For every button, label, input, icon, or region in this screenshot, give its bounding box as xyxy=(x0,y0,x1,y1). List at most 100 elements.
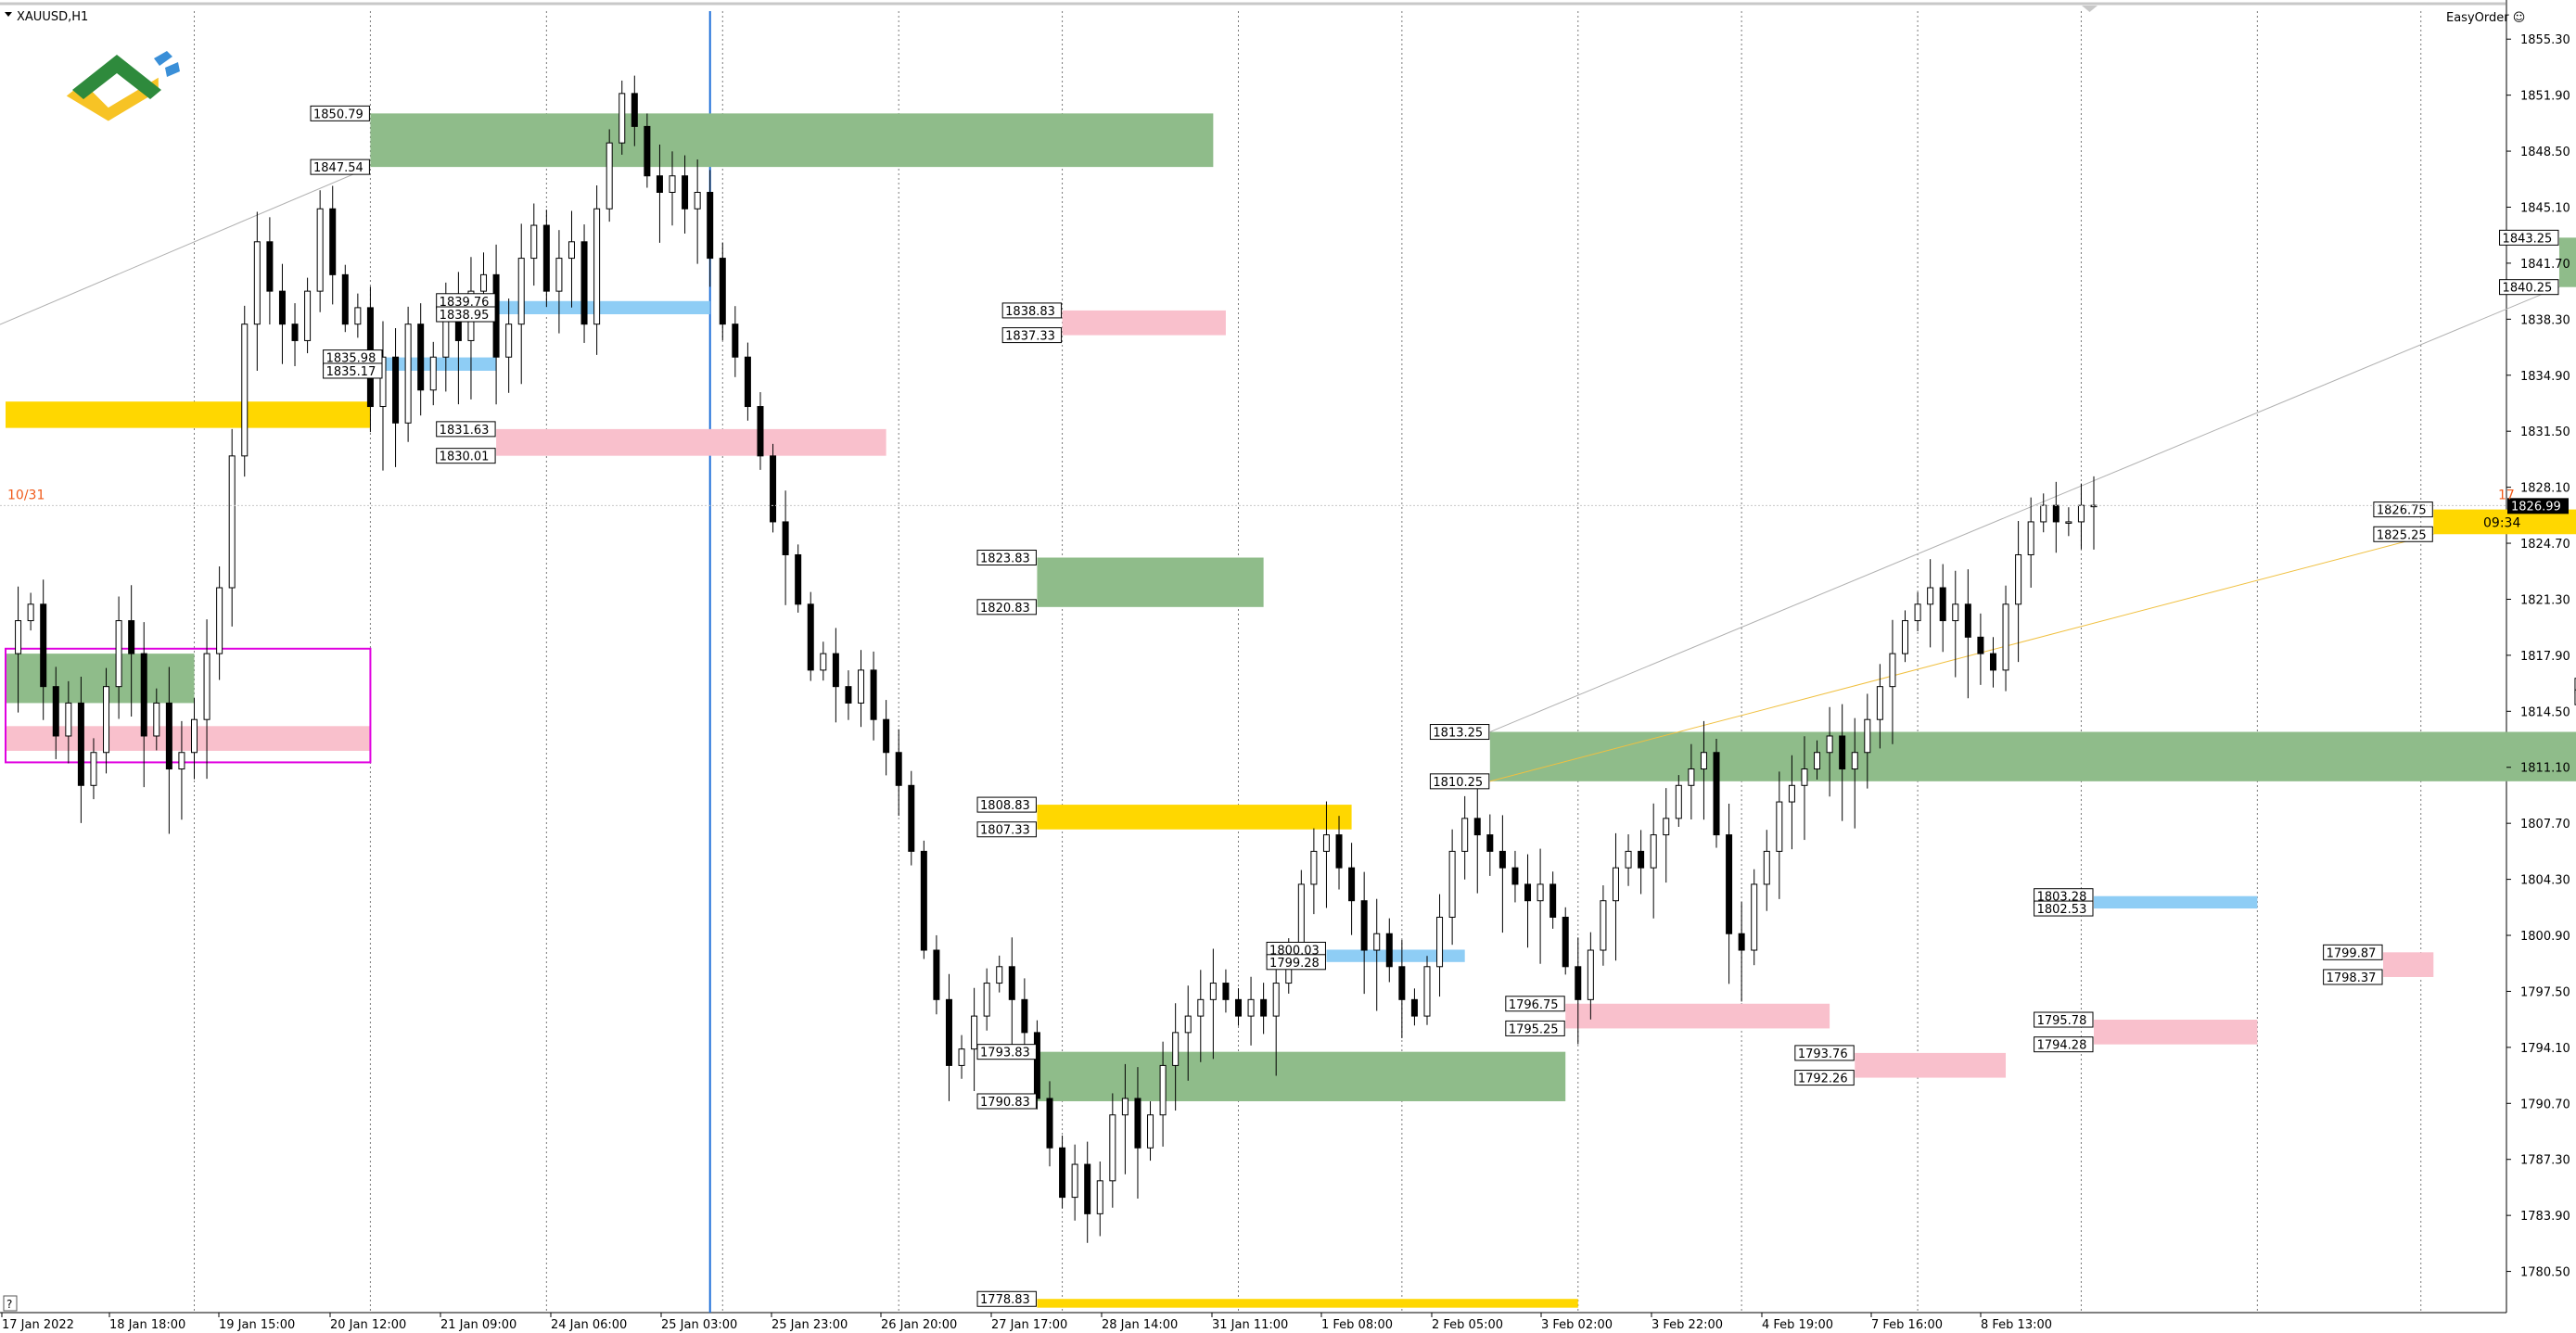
candle-bull xyxy=(606,142,613,209)
pink-level-1-label-bottom-box xyxy=(1001,327,1063,344)
y-tick-label-2: 1848.50 xyxy=(2520,146,2570,159)
supply-green-3-label-top-text: 1813.25 xyxy=(1433,727,1483,741)
y-tick-label-17: 1797.50 xyxy=(2520,985,2570,999)
candle-bull xyxy=(316,208,324,292)
counter-left-label: 10/31 xyxy=(7,488,45,502)
zone-price-labels: 1850.79 1847.54 1823.83 1820.83 1813.25 1810.… xyxy=(310,105,2576,1307)
pink-level-1-label-top-text: 1838.83 xyxy=(1005,305,1055,319)
indicator-label[interactable]: EasyOrder ☺ xyxy=(2446,11,2525,25)
candle-bear xyxy=(1989,653,1996,671)
pink-level-3-label-top-text: 1796.75 xyxy=(1509,998,1559,1012)
supply-green-3-label-top: 1813.25 xyxy=(1429,724,1490,741)
y-tick-label-18: 1794.10 xyxy=(2520,1042,2570,1056)
candle-bull xyxy=(1851,752,1858,770)
trendline-grey-1 xyxy=(0,166,371,325)
blue-level-3 xyxy=(1326,949,1465,962)
candle-bull xyxy=(1109,1114,1116,1182)
pink-level-4-label-top: 1793.76 xyxy=(1794,1045,1855,1061)
candle-bear xyxy=(1977,636,1984,654)
supply-green-5-label-bottom-text: 1840.25 xyxy=(2503,282,2553,296)
candle-bear xyxy=(644,125,651,177)
supply-green-1-label-bottom-text: 1847.54 xyxy=(313,161,363,175)
candle-bear xyxy=(933,949,940,1000)
candle-bear xyxy=(1964,603,1971,638)
y-tick-label-0: 1855.30 xyxy=(2520,33,2570,47)
dropdown-triangle-icon xyxy=(5,12,12,17)
supply-green-1-label-top-box xyxy=(310,105,370,121)
candle-bear xyxy=(631,93,638,127)
candle-bear xyxy=(542,224,550,292)
candle-bear xyxy=(1046,1098,1053,1149)
supply-green-1-label-top: 1850.79 xyxy=(310,105,370,121)
pink-level-5-label-bottom: 1794.28 xyxy=(2034,1036,2094,1053)
candle-bull xyxy=(567,241,575,260)
candle-bull xyxy=(304,290,312,341)
candle-bull xyxy=(1537,883,1544,902)
pink-level-2-label-top-box xyxy=(436,421,496,438)
candle-bull xyxy=(1159,1064,1167,1116)
supply-green-5 xyxy=(2558,237,2576,287)
supply-green-3-label-bottom-text: 1810.25 xyxy=(1433,776,1483,790)
candle-bull xyxy=(1600,900,1607,951)
candle-bear xyxy=(1335,834,1343,869)
logo-blue-accent xyxy=(154,51,180,77)
highlight-box xyxy=(5,647,372,764)
supply-green-4-label-top-text: 1793.83 xyxy=(980,1047,1030,1060)
candle-bull xyxy=(90,752,97,786)
candle-bear xyxy=(329,208,337,275)
candle-bear xyxy=(945,998,952,1066)
candle-bull xyxy=(1864,718,1871,754)
trendline-gold xyxy=(1489,533,2434,782)
supply-green-3 xyxy=(1489,731,2576,781)
supply-green-2-label-top-text: 1823.83 xyxy=(980,552,1030,566)
candle-bull xyxy=(354,307,362,325)
pink-level-6-label-top-box xyxy=(2323,944,2383,960)
candle-bull xyxy=(2027,521,2034,555)
candle-bull xyxy=(1788,784,1795,803)
pink-level-2-label-bottom-box xyxy=(436,448,496,464)
logo-yellow-chevron xyxy=(66,77,159,121)
candle-bull xyxy=(1763,850,1770,885)
x-tick-label-6: 25 Jan 03:00 xyxy=(661,1318,737,1332)
supply-green-3-label-bottom-box xyxy=(1429,773,1490,790)
candle-bull xyxy=(228,455,236,589)
candle-bear xyxy=(795,553,802,605)
symbol-menu-toggle[interactable] xyxy=(5,12,12,17)
candle-bear xyxy=(1134,1098,1141,1149)
candle-bear xyxy=(1575,966,1582,1000)
pink-level-2-label-top-text: 1831.63 xyxy=(440,424,490,438)
candle-bull xyxy=(1801,768,1808,786)
blue-level-1-label-bottom: 1835.17 xyxy=(323,362,383,379)
top-scroll-marker-icon xyxy=(2082,6,2098,12)
candle-bull xyxy=(820,653,827,671)
candle-bear xyxy=(1033,1032,1040,1099)
blue-level-2-label-bottom-box xyxy=(436,306,496,323)
gold-level-4-label-top-text: 1778.83 xyxy=(980,1293,1030,1307)
help-button[interactable]: ? xyxy=(3,1295,18,1312)
candle-bear xyxy=(883,718,890,754)
pink-level-3-label-bottom: 1795.25 xyxy=(1505,1020,1565,1036)
supply-green-4 xyxy=(1037,1051,1566,1101)
candle-bull xyxy=(103,686,110,754)
candle-bear xyxy=(1059,1147,1066,1199)
x-tick-label-5: 24 Jan 06:00 xyxy=(551,1318,627,1332)
pink-level-4-label-top-text: 1793.76 xyxy=(1798,1047,1848,1061)
pink-level-2-label-top: 1831.63 xyxy=(436,421,496,438)
candle-bull xyxy=(530,224,538,260)
help-glyph: ? xyxy=(6,1298,12,1311)
price-axis: 1855.30 1851.90 1848.50 1845.10 1841.70 1838.… xyxy=(2506,33,2570,1280)
candle-bull xyxy=(1876,686,1883,720)
candle-bull xyxy=(593,208,601,325)
y-tick-label-6: 1834.90 xyxy=(2520,370,2570,384)
candle-bear xyxy=(291,324,299,341)
candle-bull xyxy=(404,324,412,424)
supply-green-2-label-bottom-box xyxy=(976,599,1037,616)
candle-bull xyxy=(983,983,990,1017)
gold-level-1 xyxy=(6,401,371,428)
x-tick-label-10: 28 Jan 14:00 xyxy=(1102,1318,1178,1332)
blue-level-1 xyxy=(382,357,497,371)
candle-bull xyxy=(505,324,513,358)
candle-bull xyxy=(1247,998,1255,1017)
candle-bull xyxy=(2040,504,2047,523)
